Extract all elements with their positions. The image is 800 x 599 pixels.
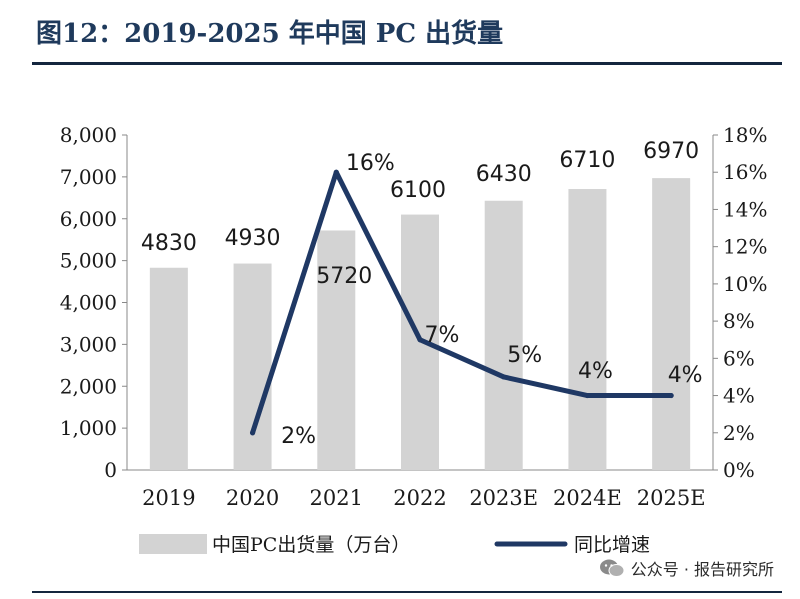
bar-value-label: 6970 [643,139,699,164]
bar [149,267,188,470]
bar-value-label: 4930 [225,226,281,251]
bar [233,263,272,470]
y-left-tick-label: 6,000 [60,207,117,231]
growth-rate-point [417,337,423,343]
bar [568,189,607,471]
growth-rate-line [250,169,674,436]
bar [652,178,691,470]
line-value-label: 7% [425,323,460,348]
growth-rate-point [668,392,674,399]
y-right-tick-label: 14% [723,197,767,221]
wechat-icon [599,559,625,577]
y-left-tick-label: 3,000 [60,332,117,356]
line-value-label: 16% [346,151,395,176]
bar-value-label: 6430 [476,162,532,187]
growth-rate-point [501,374,507,380]
x-tick-label: 2020 [226,486,279,510]
bar-value-label: 6100 [390,178,446,203]
x-tick-label: 2022 [393,486,446,510]
bar [317,230,356,470]
y-left-tick-label: 2,000 [60,374,117,398]
legend-line-label: 同比增速 [574,534,650,556]
y-left-tick-label: 8,000 [60,123,117,147]
bottom-divider [32,591,782,593]
bar-value-label: 5720 [316,264,372,289]
y-right-tick-label: 0% [723,458,755,482]
legend-bar-swatch [139,534,207,554]
y-right-tick-label: 2% [723,421,755,445]
y-left-tick-label: 4,000 [60,291,117,315]
x-tick-label: 2024E [553,486,622,510]
x-tick-label: 2019 [142,486,195,510]
y-left-tick-label: 5,000 [60,249,117,273]
title-divider [32,62,782,65]
growth-rate-point [584,392,591,399]
y-right-tick-label: 10% [723,272,767,296]
y-right-tick-label: 8% [723,309,755,333]
y-right-tick-label: 6% [723,346,755,370]
legend-bar-label: 中国PC出货量（万台） [212,534,410,556]
chart-title: 图12：2019-2025 年中国 PC 出货量 [36,19,504,49]
line-value-label: 5% [507,343,542,368]
watermark: 公众号 · 报告研究所 [594,555,778,581]
line-value-label: 4% [668,363,703,388]
y-left-tick-label: 1,000 [60,416,117,440]
bar-value-label: 6710 [559,148,615,173]
y-left-tick-label: 7,000 [60,165,117,189]
growth-rate-point [333,169,339,175]
watermark-text: 公众号 · 报告研究所 [630,560,774,579]
line-value-label: 4% [578,359,613,384]
y-right-tick-label: 18% [723,123,767,147]
x-tick-label: 2023E [469,486,538,510]
y-right-tick-label: 16% [723,160,767,184]
y-right-tick-label: 12% [723,235,767,259]
bar-value-label: 4830 [141,231,197,256]
y-left-tick-label: 0 [104,458,117,482]
line-value-label: 2% [281,424,316,449]
x-tick-label: 2021 [310,486,363,510]
growth-rate-point [249,430,256,436]
y-right-tick-label: 4% [723,384,755,408]
bar [484,200,523,470]
x-tick-label: 2025E [637,486,706,510]
